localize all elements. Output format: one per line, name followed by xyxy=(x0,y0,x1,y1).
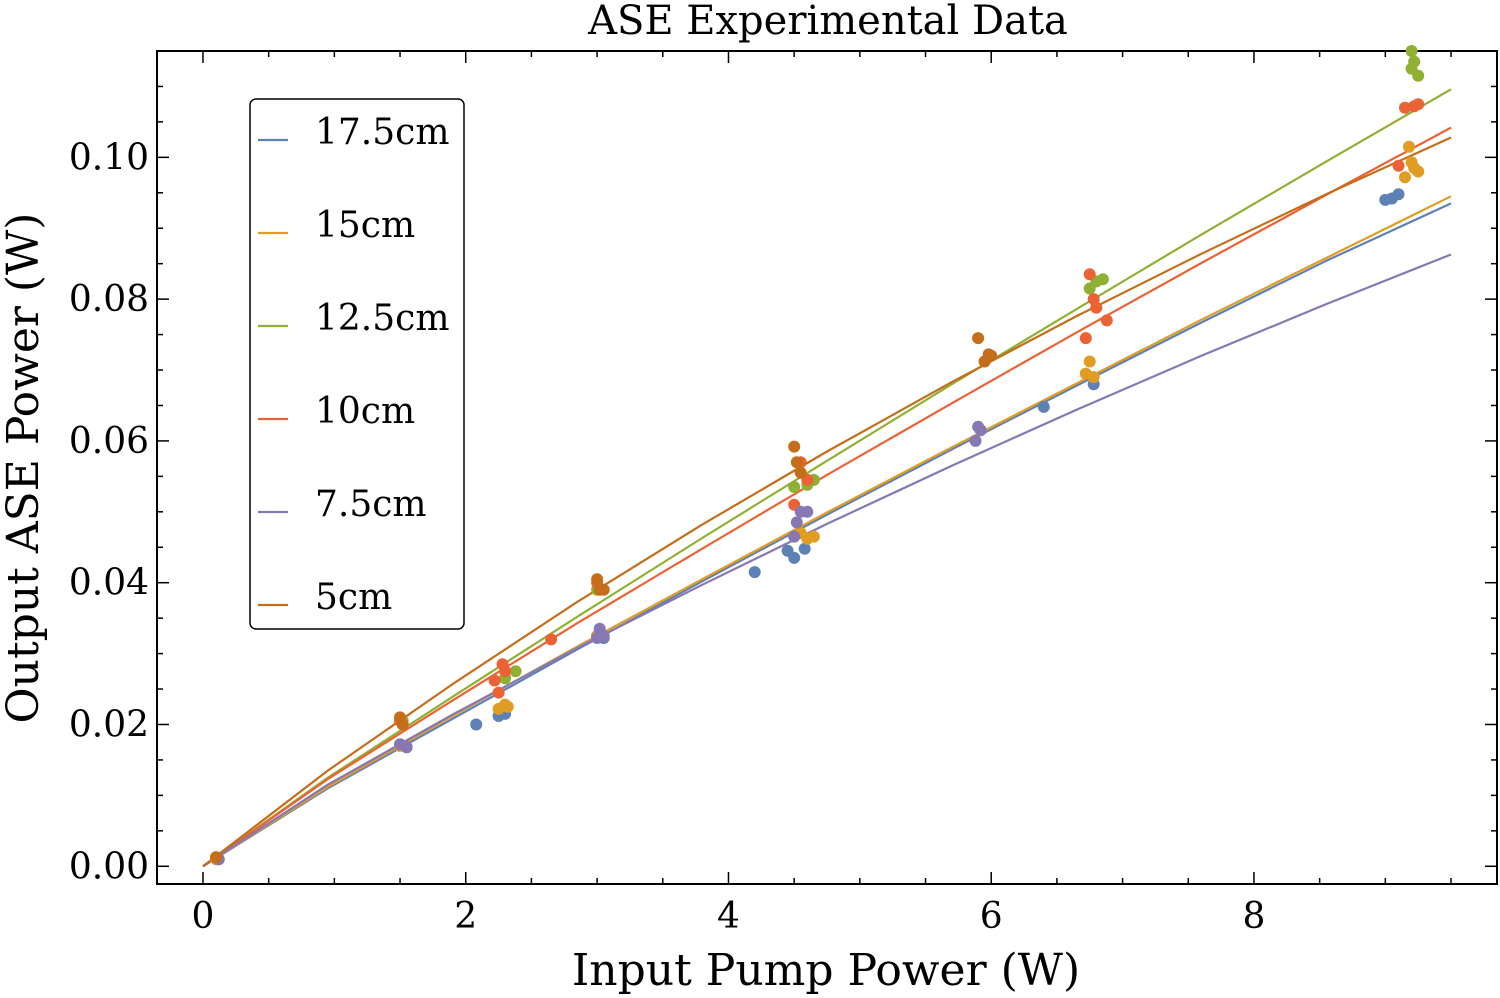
data-point-12.5cm xyxy=(1408,55,1421,68)
x-tick-label: 2 xyxy=(454,896,477,937)
x-tick-label: 8 xyxy=(1243,896,1266,937)
fit-line-10cm xyxy=(202,126,1452,868)
fit-line-15cm xyxy=(202,195,1452,868)
y-axis-label: Output ASE Power (W) xyxy=(0,213,49,724)
fit-line-12.5cm xyxy=(202,88,1452,868)
data-point-17.5cm xyxy=(748,566,761,579)
y-tick-label: 0.06 xyxy=(69,421,149,462)
data-point-12.5cm xyxy=(509,665,522,678)
y-tick-label: 0.00 xyxy=(69,846,149,887)
data-points xyxy=(210,45,1425,866)
data-point-10cm xyxy=(1079,332,1092,345)
x-tick-label: 0 xyxy=(192,896,215,937)
data-point-7.5cm xyxy=(790,516,803,529)
plot-frame xyxy=(156,50,1498,885)
legend-label: 7.5cm xyxy=(315,484,427,525)
data-point-12.5cm xyxy=(1405,45,1418,57)
data-point-5cm xyxy=(972,332,985,345)
data-point-7.5cm xyxy=(974,424,987,437)
data-point-10cm xyxy=(492,686,505,699)
data-point-12.5cm xyxy=(788,481,801,493)
data-point-7.5cm xyxy=(400,741,413,754)
legend: 17.5cm 15cm 12.5cm 10cm 7.5cm 5cm xyxy=(249,98,465,630)
data-point-12.5cm xyxy=(1096,273,1109,286)
data-point-17.5cm xyxy=(788,551,801,564)
data-point-10cm xyxy=(1100,314,1113,327)
data-point-5cm xyxy=(396,718,409,731)
data-point-5cm xyxy=(597,583,610,596)
x-tick-label: 4 xyxy=(717,896,740,937)
legend-label: 12.5cm xyxy=(315,298,449,339)
legend-label: 10cm xyxy=(315,391,415,432)
data-point-17.5cm xyxy=(1037,400,1050,413)
y-tick-label: 0.08 xyxy=(69,279,149,320)
data-point-7.5cm xyxy=(597,629,610,642)
data-point-5cm xyxy=(794,466,807,479)
data-point-15cm xyxy=(1087,371,1100,384)
data-point-12.5cm xyxy=(1412,69,1425,82)
data-point-10cm xyxy=(1392,159,1405,172)
axis-ticks: 0 2 4 6 8 0.00 0.02 0.04 0.06 0.08 0.10 xyxy=(69,51,1497,937)
data-point-15cm xyxy=(1399,171,1411,184)
data-point-10cm xyxy=(1090,301,1103,314)
y-tick-label: 0.04 xyxy=(69,563,149,604)
data-point-10cm xyxy=(1399,101,1411,114)
data-point-15cm xyxy=(1412,165,1425,178)
data-point-7.5cm xyxy=(801,505,814,518)
x-tick-label: 6 xyxy=(980,896,1003,937)
y-tick-label: 0.10 xyxy=(69,137,149,178)
data-point-17.5cm xyxy=(798,542,811,555)
data-point-5cm xyxy=(591,573,604,586)
y-tick-label: 0.02 xyxy=(69,704,149,745)
fit-line-17.5cm xyxy=(202,202,1452,868)
data-point-15cm xyxy=(1083,355,1096,368)
data-point-15cm xyxy=(1403,140,1415,153)
legend-label: 15cm xyxy=(315,205,415,246)
data-point-10cm xyxy=(499,665,512,678)
x-axis-label: Input Pump Power (W) xyxy=(572,945,1080,996)
data-point-7.5cm xyxy=(788,530,801,543)
legend-box xyxy=(249,98,465,630)
data-point-10cm xyxy=(545,633,558,646)
data-point-5cm xyxy=(985,349,998,362)
fit-line-7.5cm xyxy=(202,253,1452,868)
data-point-7.5cm xyxy=(969,434,982,447)
data-point-5cm xyxy=(788,440,801,453)
data-point-15cm xyxy=(807,530,820,543)
fit-curves xyxy=(202,88,1452,868)
data-point-10cm xyxy=(488,674,501,687)
data-point-10cm xyxy=(1083,268,1096,281)
legend-label: 5cm xyxy=(315,577,392,618)
data-point-17.5cm xyxy=(1392,188,1405,201)
data-point-5cm xyxy=(790,456,803,469)
chart-title: ASE Experimental Data xyxy=(587,0,1068,44)
fit-line-5cm xyxy=(202,136,1452,868)
legend-label: 17.5cm xyxy=(315,112,449,153)
data-point-15cm xyxy=(501,700,514,713)
data-point-17.5cm xyxy=(470,718,483,731)
data-point-10cm xyxy=(1412,98,1425,111)
data-point-5cm xyxy=(210,851,223,864)
